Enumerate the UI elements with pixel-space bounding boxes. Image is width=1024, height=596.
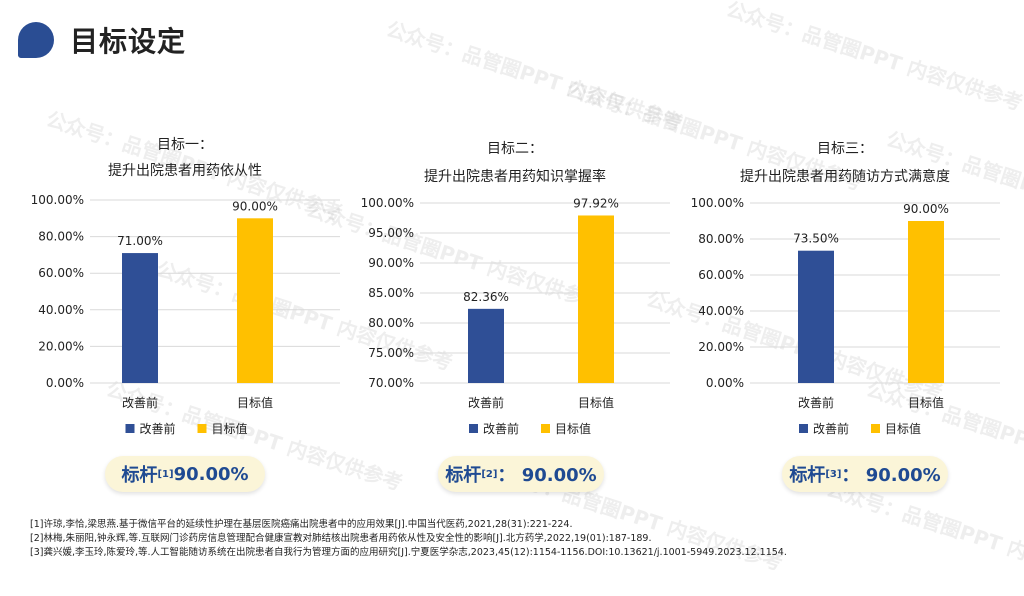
data-label: 73.50% [793, 232, 839, 246]
legend-swatch-target [871, 424, 880, 433]
y-tick-label: 20.00% [38, 339, 84, 353]
benchmark-1-value: 90.00% [173, 463, 249, 485]
bar-before [798, 250, 834, 383]
x-tick-label: 目标值 [578, 395, 614, 410]
chart-3-title-line2: 提升出院患者用药随访方式满意度 [740, 169, 950, 185]
chart-1-svg: 0.00% 20.00% 40.00% 60.00% 80.00% 100.00% 71.0… [31, 193, 340, 436]
chart-2-svg: 70.00% 75.00% 80.00% 85.00% 90.00% 95.00% 100.… [361, 196, 670, 436]
benchmark-1-badge: 标杆 [1] 90.00% [105, 456, 265, 492]
x-tick-label: 目标值 [237, 395, 273, 410]
y-tick-label: 40.00% [38, 303, 84, 317]
reference-2: [2]林梅,朱丽阳,钟永辉,等.互联网门诊药房信息管理配合健康宣教对肺结核出院患… [30, 533, 652, 544]
data-label: 97.92% [573, 196, 619, 210]
x-tick-label: 改善前 [798, 395, 834, 410]
data-label: 90.00% [903, 202, 949, 216]
y-tick-label: 100.00% [31, 193, 84, 207]
chart-2-panel: 目标二： 提升出院患者用药知识掌握率 70.00% 75.00% 80.00% 85.… [350, 128, 680, 448]
data-label: 90.00% [232, 199, 278, 213]
legend-label-target: 目标值 [212, 421, 248, 436]
legend-swatch-target [197, 424, 207, 433]
benchmark-3-ref: [3] [825, 468, 842, 480]
benchmark-3-badge: 标杆 [3]： 90.00% [782, 456, 948, 492]
reference-3: [3]龚兴媛,李玉玲,陈爱玲,等.人工智能随访系统在出院患者自我行为管理方面的应… [30, 547, 787, 558]
y-tick-label: 20.00% [698, 340, 744, 354]
page-title: 目标设定 [70, 25, 187, 58]
data-label: 82.36% [463, 290, 509, 304]
y-tick-label: 100.00% [361, 196, 414, 210]
y-tick-label: 80.00% [38, 230, 84, 244]
y-tick-label: 60.00% [38, 266, 84, 280]
logo-shape [18, 22, 54, 58]
y-tick-label: 85.00% [368, 286, 414, 300]
references: [1]许琼,李恰,梁思燕.基于微信平台的延续性护理在基层医院癌痛出院患者中的应用… [30, 518, 787, 560]
chart-1-title-line1: 目标一： [157, 137, 213, 153]
data-label: 71.00% [117, 234, 163, 248]
legend-label-target: 目标值 [885, 421, 921, 436]
watermark-text: 公众号：品管圈PPT 内容仅供参考 [723, 0, 1024, 116]
chart-1-panel: 目标一： 提升出院患者用药依从性 0.00% 20.00% 40.00% 60.00%… [20, 128, 350, 448]
chart-1-title-line2: 提升出院患者用药依从性 [108, 163, 262, 179]
watermark-text: 公众号：品管圈PPT 内容仅供参考 [383, 16, 686, 136]
y-tick-label: 75.00% [368, 346, 414, 360]
y-tick-label: 70.00% [368, 376, 414, 390]
benchmark-3-label: 标杆 [789, 465, 826, 486]
bar-before [122, 253, 158, 383]
chart-3-title-line1: 目标三： [817, 141, 873, 157]
y-tick-label: 80.00% [368, 316, 414, 330]
x-tick-label: 改善前 [122, 395, 158, 410]
bar-target [908, 221, 944, 383]
bar-before [468, 308, 504, 383]
y-tick-label: 0.00% [46, 376, 84, 390]
bar-target [237, 218, 273, 383]
chart-2-title-line2: 提升出院患者用药知识掌握率 [424, 169, 606, 185]
benchmark-3-value: ： 90.00% [841, 465, 941, 486]
y-tick-label: 80.00% [698, 232, 744, 246]
y-tick-label: 0.00% [706, 376, 744, 390]
reference-1: [1]许琼,李恰,梁思燕.基于微信平台的延续性护理在基层医院癌痛出院患者中的应用… [30, 519, 573, 530]
benchmark-2-value: ： 90.00% [497, 465, 597, 486]
x-tick-label: 改善前 [468, 395, 504, 410]
benchmark-2-ref: [2] [481, 468, 498, 480]
y-tick-label: 40.00% [698, 304, 744, 318]
y-tick-label: 60.00% [698, 268, 744, 282]
y-tick-label: 100.00% [691, 196, 744, 210]
chart-3-svg: 0.00% 20.00% 40.00% 60.00% 80.00% 100.00% 73.5… [691, 196, 1000, 436]
legend-swatch-before [799, 424, 808, 433]
benchmark-1-label: 标杆 [121, 465, 158, 486]
benchmark-1-ref: [1] [157, 468, 174, 480]
y-tick-label: 95.00% [368, 226, 414, 240]
x-tick-label: 目标值 [908, 395, 944, 410]
y-tick-label: 90.00% [368, 256, 414, 270]
legend-label-before: 改善前 [140, 421, 176, 436]
chart-3-panel: 目标三： 提升出院患者用药随访方式满意度 0.00% 20.00% 40.00% 60… [680, 128, 1010, 448]
benchmark-2-label: 标杆 [445, 465, 482, 486]
legend-label-before: 改善前 [483, 421, 519, 436]
legend-swatch-target [541, 424, 550, 433]
legend-label-before: 改善前 [813, 421, 849, 436]
bar-target [578, 215, 614, 383]
legend-swatch-before [125, 424, 135, 433]
legend-label-target: 目标值 [555, 421, 591, 436]
chart-2-title-line1: 目标二： [487, 141, 543, 157]
legend-swatch-before [469, 424, 478, 433]
benchmark-2-badge: 标杆 [2]： 90.00% [438, 456, 604, 492]
